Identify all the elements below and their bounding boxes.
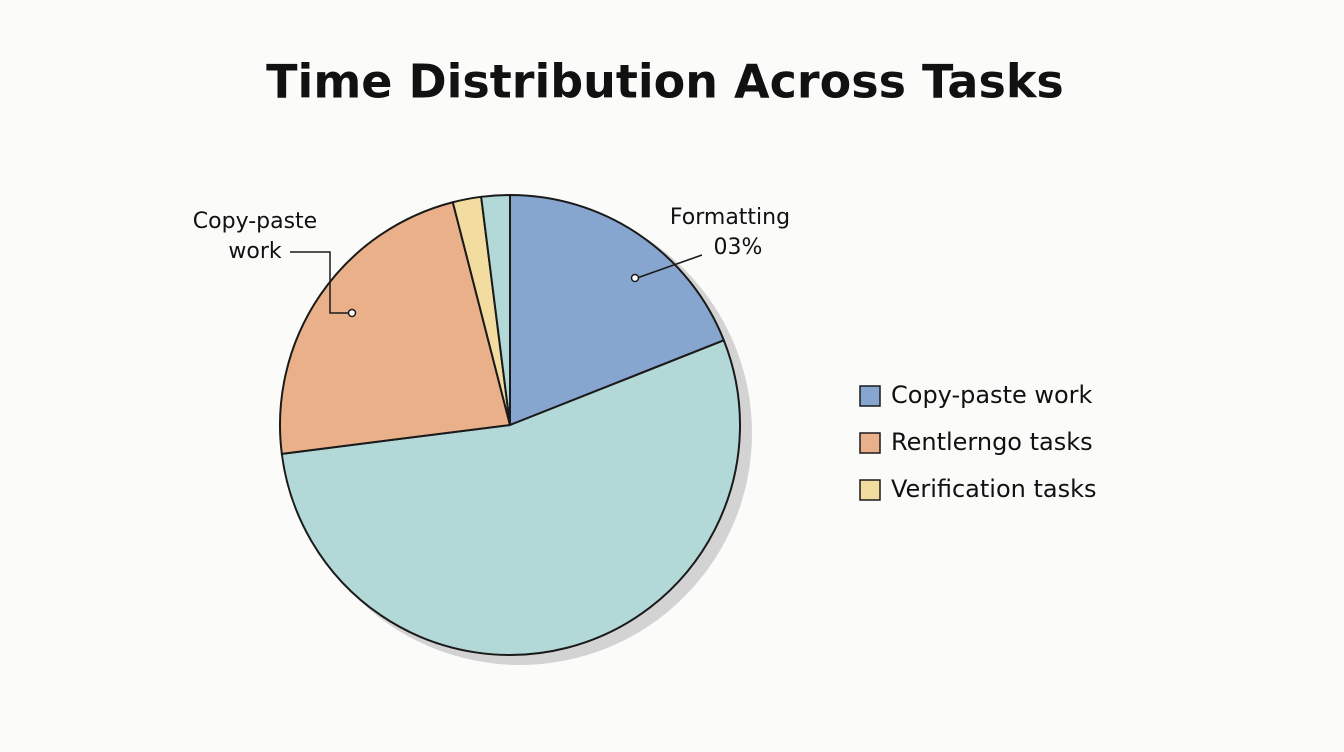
pie-slice [280,339,741,656]
callout-label: work [228,239,281,264]
callout-line [290,251,350,314]
callout-line [636,254,703,279]
legend-swatch [859,432,881,454]
pie-slice [480,194,511,426]
legend-swatch [859,385,881,407]
legend-label: Rentlerngo tasks [891,428,1093,456]
legend-label: Verification tasks [891,475,1097,503]
callout-label: Formatting [670,205,790,230]
legend-swatch [859,479,881,501]
legend-label: Copy-paste work [891,381,1093,409]
pie-slice [279,201,511,455]
pie-slice [509,194,725,426]
chart-title: Time Distribution Across Tasks [266,55,1064,109]
callout-label: 03% [714,235,763,260]
callout-dot [347,308,357,318]
callout-label: Copy-paste [193,209,317,234]
callout-dot [630,273,640,283]
